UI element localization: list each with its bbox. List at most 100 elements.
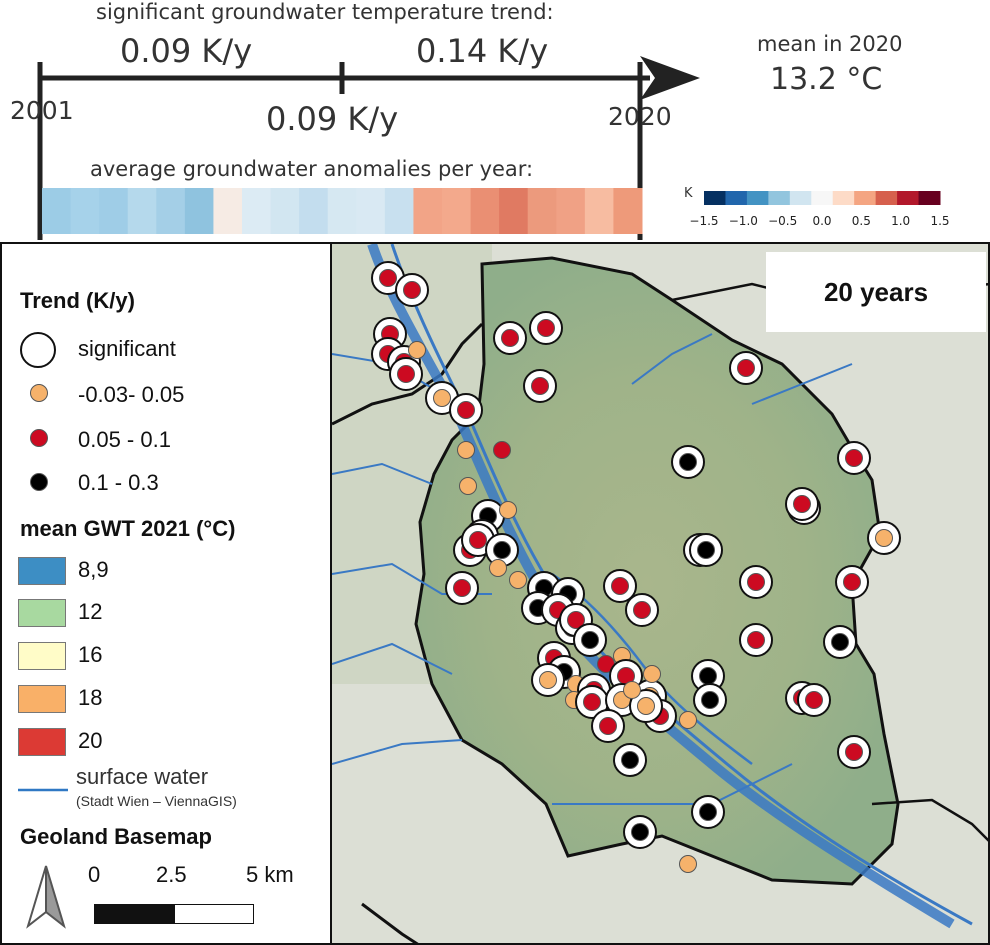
station-marker — [793, 495, 811, 513]
colorbar-segment — [746, 191, 769, 205]
colorbar-tick-label: −0.5 — [768, 214, 797, 228]
mean-label: mean in 2020 — [757, 32, 903, 56]
anomaly-strip — [42, 188, 643, 234]
significant-station-ring — [729, 351, 763, 385]
basemap — [332, 244, 988, 943]
station-marker — [843, 573, 861, 591]
trend-class-1-label: -0.03- 0.05 — [78, 382, 185, 407]
significant-marker-icon — [20, 332, 56, 368]
colorbar-segment — [768, 191, 791, 205]
anomaly-year-cell — [327, 188, 357, 234]
colorbar-segment — [704, 191, 726, 205]
station-marker — [747, 573, 765, 591]
station-marker — [697, 541, 715, 559]
station-marker — [453, 579, 471, 597]
gwt-legend-title: mean GWT 2021 (°C) — [20, 516, 236, 541]
anomaly-title: average groundwater anomalies per year: — [90, 157, 534, 181]
anomaly-year-cell — [470, 188, 500, 234]
station-marker — [699, 803, 717, 821]
station-marker — [403, 281, 421, 299]
significant-station-ring — [837, 735, 871, 769]
basemap-label: Geoland Basemap — [20, 824, 212, 849]
legend-panel: Trend (K/y) significant -0.03- 0.05 0.05… — [0, 242, 330, 945]
station-marker — [493, 441, 511, 459]
stream-4 — [332, 739, 463, 765]
station-marker — [679, 453, 697, 471]
stream-2 — [332, 462, 433, 485]
surface-water-line-icon — [18, 788, 68, 792]
station-marker — [379, 269, 397, 287]
station-marker — [737, 359, 755, 377]
station-marker — [581, 631, 599, 649]
anomaly-year-cell — [499, 188, 529, 234]
mean-value: 13.2 °C — [770, 62, 883, 97]
trend-first-period: 0.09 K/y — [120, 32, 253, 70]
colorbar-segment — [897, 191, 920, 205]
anomaly-year-cell — [299, 188, 329, 234]
gwt-label: 16 — [78, 642, 103, 667]
station-marker — [623, 681, 641, 699]
gwt-label: 20 — [78, 728, 103, 753]
significant-station-ring — [523, 369, 557, 403]
trend-timeline: −1.5 −1.0 −0.5 0.0 0.5 1.0 1.5 — [37, 56, 950, 240]
significant-label: significant — [78, 336, 176, 361]
station-marker — [457, 441, 475, 459]
significant-station-ring — [573, 623, 607, 657]
anomaly-year-cell — [99, 188, 129, 234]
significant-station-ring — [449, 393, 483, 427]
station-marker — [459, 477, 477, 495]
anomaly-year-cell — [270, 188, 300, 234]
scale-label-0: 0 — [88, 862, 101, 887]
anomaly-year-cell — [127, 188, 157, 234]
trend-class-2-label: 0.05 - 0.1 — [78, 427, 171, 452]
gwt-label: 8,9 — [78, 557, 109, 582]
anomaly-year-cell — [584, 188, 614, 234]
significant-station-ring — [529, 311, 563, 345]
colorbar-tick-label: 1.0 — [891, 214, 910, 228]
colorbar-unit: K — [684, 186, 693, 201]
gwt-heatmap-area — [416, 258, 898, 884]
stream-6 — [631, 333, 713, 385]
gwt-swatch — [18, 642, 66, 670]
station-marker — [679, 855, 697, 873]
colorbar-tick-label: −1.0 — [729, 214, 758, 228]
trend-class-3-label: 0.1 - 0.3 — [78, 470, 159, 495]
small-trend-marker-icon — [30, 384, 48, 402]
anomaly-year-cell — [556, 188, 586, 234]
station-marker — [457, 401, 475, 419]
colorbar-segment — [811, 191, 834, 205]
year-end: 2020 — [608, 102, 672, 131]
colorbar-segment — [789, 191, 812, 205]
colorbar-segment — [832, 191, 855, 205]
station-marker — [845, 449, 863, 467]
station-marker — [805, 691, 823, 709]
station-marker — [537, 319, 555, 337]
station-marker — [499, 501, 517, 519]
anomaly-year-cell — [70, 188, 100, 234]
timeline-arrowhead — [640, 56, 700, 100]
gwt-swatch — [18, 599, 66, 627]
gwt-label: 12 — [78, 599, 103, 624]
map-panel: 20 years — [330, 242, 990, 945]
colorbar-tick-label: 0.0 — [812, 214, 831, 228]
scale-bar-black-segment — [95, 905, 175, 923]
station-marker — [501, 329, 519, 347]
trend-overall: 0.09 K/y — [266, 100, 399, 138]
boundary-south-west — [361, 902, 419, 943]
colorbar-tick-label: 1.5 — [930, 214, 949, 228]
gwt-swatch — [18, 685, 66, 713]
significant-station-ring — [591, 709, 625, 743]
liesing-stream — [552, 763, 793, 805]
station-marker — [469, 531, 487, 549]
station-marker — [599, 717, 617, 735]
anomaly-year-cell — [384, 188, 414, 234]
scale-bar — [94, 904, 254, 924]
surface-water-label: surface water — [76, 764, 209, 789]
north-arrow-icon — [26, 865, 66, 929]
station-marker — [747, 631, 765, 649]
station-marker — [433, 389, 451, 407]
station-marker — [831, 633, 849, 651]
scale-label-2-5: 2.5 — [156, 862, 187, 887]
colorbar-tick-label: 0.5 — [852, 214, 871, 228]
station-marker — [643, 665, 661, 683]
